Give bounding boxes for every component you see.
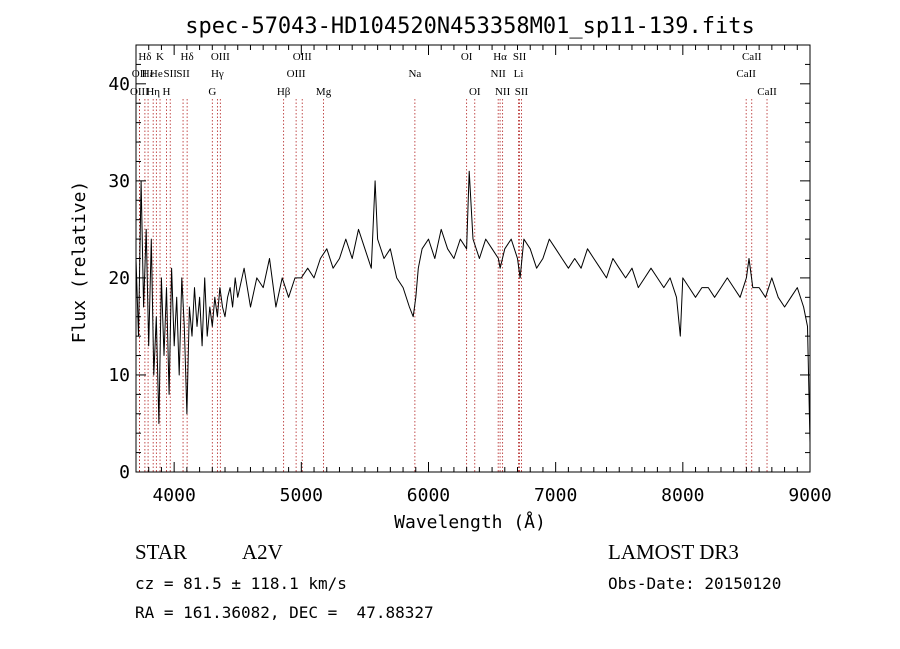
line-marker-label-28: CaII: [736, 68, 756, 80]
y-tick-label-1: 10: [108, 365, 130, 386]
spectrum-line-0: [135, 170, 811, 443]
x-tick-label-3: 7000: [534, 485, 577, 506]
line-marker-label-17: Mg: [316, 86, 332, 98]
line-marker-label-2: OIII: [130, 86, 149, 98]
x-tick-label-4: 8000: [661, 485, 704, 506]
line-marker-label-18: Na: [408, 68, 421, 80]
line-marker-label-7: H: [163, 86, 171, 98]
chart-title: spec-57043-HD104520N453358M01_sp11-139.f…: [185, 14, 755, 39]
redshift-cz: cz = 81.5 ± 118.1 km/s: [135, 574, 347, 593]
line-marker-label-4: Hη: [146, 86, 160, 98]
x-axis-label: Wavelength (Å): [394, 511, 546, 533]
line-marker-label-6: He: [150, 68, 163, 80]
line-marker-label-15: OIII: [287, 68, 306, 80]
observation-date: Obs-Date: 20150120: [608, 574, 782, 593]
coordinates: RA = 161.36082, DEC = 47.88327: [135, 603, 434, 622]
line-marker-label-20: OI: [469, 86, 481, 98]
axes: 4000 5000 6000 7000 8000 9000 0 10 20 30 40: [108, 44, 832, 506]
line-markers: HδOIIOIIIHεHηKHeHSIIHδSIIOIIIHγGOIIIOIII…: [130, 51, 777, 472]
x-tick-label-1: 5000: [280, 485, 323, 506]
line-marker-label-8: SII: [163, 68, 177, 80]
line-marker-label-0: Hδ: [138, 51, 151, 63]
y-tick-label-4: 40: [108, 74, 130, 95]
y-axis-label: Flux (relative): [69, 181, 90, 344]
line-marker-label-5: K: [156, 51, 164, 63]
line-marker-label-10: SII: [176, 68, 190, 80]
line-marker-label-12: Hγ: [211, 68, 224, 80]
survey-name: LAMOST DR3: [608, 540, 739, 564]
line-marker-label-9: Hδ: [181, 51, 194, 63]
x-tick-label-0: 4000: [152, 485, 195, 506]
plot-frame: [135, 44, 811, 473]
plot-area: [135, 170, 811, 443]
y-tick-label-2: 20: [108, 268, 130, 289]
line-marker-label-24: Li: [514, 68, 524, 80]
object-subclass: A2V: [242, 540, 283, 564]
x-tick-label-2: 6000: [407, 485, 450, 506]
line-marker-label-13: G: [208, 86, 216, 98]
line-marker-label-22: SII: [513, 51, 527, 63]
y-tick-label-3: 30: [108, 171, 130, 192]
line-marker-label-26: SII: [515, 86, 529, 98]
line-marker-label-3: Hε: [142, 68, 155, 80]
line-marker-label-29: CaII: [757, 86, 777, 98]
line-marker-label-27: CaII: [742, 51, 762, 63]
y-tick-label-0: 0: [119, 462, 130, 483]
line-marker-label-19: OI: [461, 51, 473, 63]
line-marker-label-16: Hβ: [277, 86, 291, 98]
x-tick-label-5: 9000: [788, 485, 831, 506]
line-marker-label-21: Hα: [493, 51, 507, 63]
object-class: STAR: [135, 540, 187, 564]
line-marker-label-23: NII: [491, 68, 507, 80]
line-marker-label-11: OIII: [211, 51, 230, 63]
line-marker-label-14: OIII: [293, 51, 312, 63]
line-marker-label-25: NII: [495, 86, 511, 98]
